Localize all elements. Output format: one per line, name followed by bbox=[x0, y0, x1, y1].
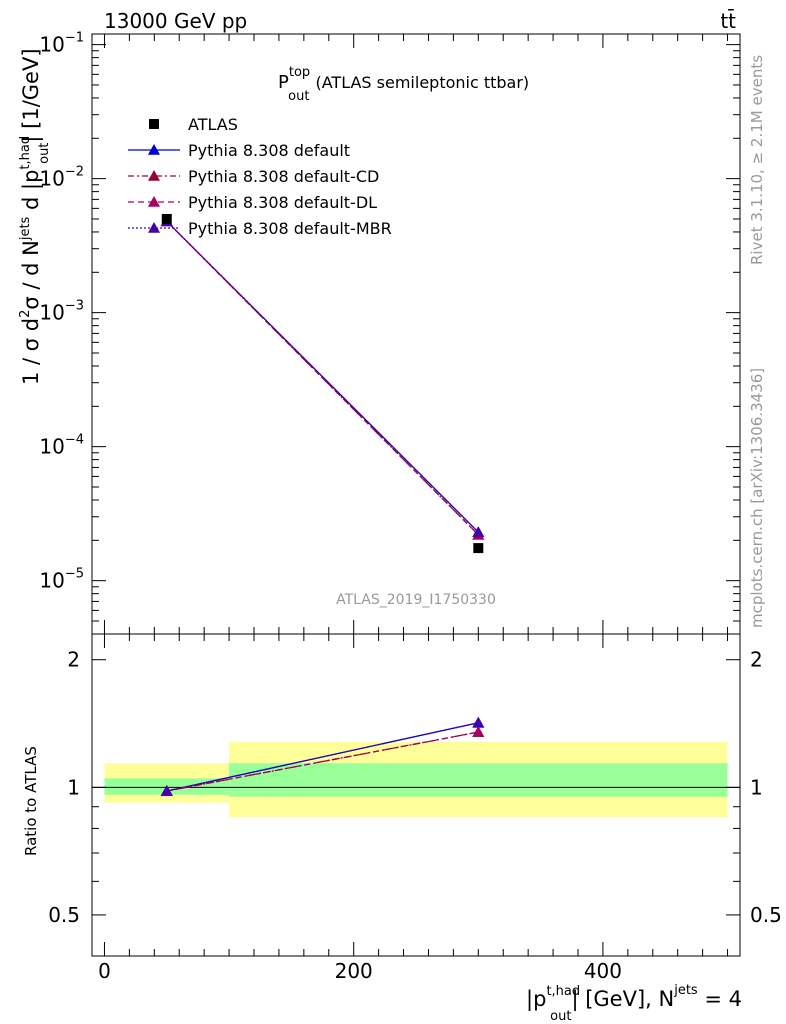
legend-marker-2 bbox=[148, 196, 160, 207]
main-y-tick-label: 10−2 bbox=[39, 165, 84, 191]
x-ticks: 0 200 400 bbox=[98, 34, 729, 983]
legend-marker-3 bbox=[148, 222, 160, 233]
ratio-plot-frame bbox=[91, 633, 741, 957]
plot-title: Ptop out (ATLAS semileptonic ttbar) bbox=[278, 65, 529, 104]
ratio-y-tick-label-right: 1 bbox=[750, 775, 763, 799]
ratio-y-label: Ratio to ATLAS bbox=[22, 746, 40, 856]
main-y-ticks: 10−1 10−2 10−3 10−4 10−5 bbox=[39, 31, 740, 635]
x-tick-label: 200 bbox=[335, 959, 373, 983]
series-line-3 bbox=[166, 220, 479, 533]
legend-marker-1 bbox=[148, 170, 160, 181]
plot-title-sub: out bbox=[288, 89, 309, 104]
plot-title-suffix: (ATLAS semileptonic ttbar) bbox=[315, 73, 529, 92]
x-axis-label: |pt,had out| [GeV], Njets = 4 bbox=[526, 983, 742, 1024]
ratio-point-3 bbox=[160, 785, 173, 796]
legend-label-1: Pythia 8.308 default-CD bbox=[188, 167, 379, 186]
ratio-y-tick-label: 1 bbox=[67, 775, 80, 799]
legend-label-3: Pythia 8.308 default-MBR bbox=[188, 219, 392, 238]
ratio-y-tick-label-right: 0.5 bbox=[750, 903, 782, 927]
ratio-y-ticks: 2 2 1 1 0.5 0.5 bbox=[48, 648, 782, 957]
ratio-frame-box bbox=[91, 633, 741, 957]
ratio-point-3 bbox=[472, 716, 485, 728]
main-y-tick-label: 10−4 bbox=[39, 433, 84, 459]
ratio-bands bbox=[92, 741, 740, 818]
mcplots-note: mcplots.cern.ch [arXiv:1306.3436] bbox=[748, 368, 766, 628]
main-y-tick-label: 10−3 bbox=[39, 299, 84, 325]
series-point-3 bbox=[472, 526, 485, 537]
ratio-line-2 bbox=[166, 731, 479, 792]
ratio-series-layer bbox=[160, 716, 485, 796]
ratio-y-tick-label: 0.5 bbox=[48, 903, 80, 927]
legend-marker-0 bbox=[148, 144, 160, 155]
rivet-note: Rivet 3.1.10, ≥ 2.1M events bbox=[748, 55, 766, 265]
process-label: tt̄ bbox=[720, 8, 736, 33]
ratio-y-tick-label: 2 bbox=[67, 648, 80, 672]
legend: ATLAS Pythia 8.308 default Pythia 8.308 de… bbox=[128, 115, 392, 238]
ratio-y-tick-label-right: 2 bbox=[750, 648, 763, 672]
plot-title-sup: top bbox=[289, 65, 310, 80]
x-tick-label: 0 bbox=[98, 959, 111, 983]
legend-label-0: Pythia 8.308 default bbox=[188, 141, 350, 160]
data-point bbox=[161, 213, 172, 224]
main-y-tick-label: 10−5 bbox=[39, 567, 84, 593]
data-point bbox=[473, 543, 484, 554]
legend-label-data: ATLAS bbox=[188, 115, 238, 134]
analysis-watermark: ATLAS_2019_I1750330 bbox=[336, 592, 496, 608]
legend-label-2: Pythia 8.308 default-DL bbox=[188, 193, 377, 212]
ratio-band-inner bbox=[229, 763, 728, 797]
ratio-point-2 bbox=[472, 726, 485, 737]
main-y-label: 1 / σ d2σ / d Njets d |pt,had out| [1/GeV… bbox=[18, 48, 52, 385]
main-series-layer bbox=[160, 213, 485, 554]
plot-title-main: P bbox=[278, 72, 289, 93]
main-y-tick-label: 10−1 bbox=[39, 31, 84, 57]
x-tick-label: 400 bbox=[584, 959, 622, 983]
beam-label: 13000 GeV pp bbox=[104, 9, 247, 33]
ratio-line-3 bbox=[166, 722, 479, 792]
legend-marker-data bbox=[149, 119, 159, 129]
